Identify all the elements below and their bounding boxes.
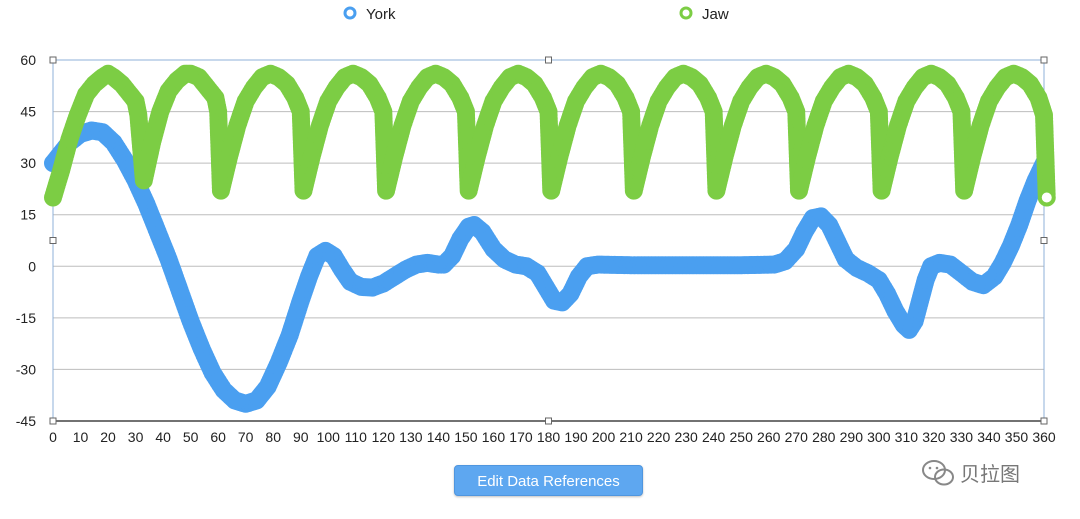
- x-tick-label: 320: [922, 429, 946, 445]
- x-tick-label: 260: [757, 429, 781, 445]
- watermark: 贝拉图: [922, 460, 1020, 486]
- x-tick-label: 30: [128, 429, 144, 445]
- y-tick-label: -45: [16, 413, 36, 429]
- legend-label: York: [366, 6, 396, 23]
- tick-labels: -45 -30 -15 0 15 30 45 60 0 10 20 30 40 50 60 70 80 90 100…: [16, 52, 1056, 445]
- x-tick-label: 50: [183, 429, 199, 445]
- y-tick-label: 60: [20, 52, 36, 68]
- x-tick-label: 0: [49, 429, 57, 445]
- x-tick-label: 200: [592, 429, 616, 445]
- y-tick-label: -15: [16, 310, 36, 326]
- selection-handle[interactable]: [545, 56, 552, 64]
- legend-label: Jaw: [702, 6, 729, 23]
- selection-handle[interactable]: [1040, 237, 1048, 244]
- x-tick-label: 210: [619, 429, 643, 445]
- x-tick-label: 340: [977, 429, 1001, 445]
- x-tick-label: 90: [293, 429, 309, 445]
- x-tick-label: 170: [509, 429, 533, 445]
- x-tick-label: 280: [812, 429, 836, 445]
- selection-handles[interactable]: [49, 56, 1048, 425]
- legend-marker: [679, 6, 693, 20]
- selection-handle[interactable]: [49, 237, 57, 244]
- x-tick-label: 220: [647, 429, 671, 445]
- selection-handle[interactable]: [1040, 56, 1048, 64]
- x-tick-label: 100: [317, 429, 341, 445]
- x-tick-label: 250: [730, 429, 754, 445]
- x-tick-label: 150: [454, 429, 478, 445]
- x-tick-label: 230: [674, 429, 698, 445]
- x-tick-label: 330: [950, 429, 974, 445]
- y-tick-label: 30: [20, 155, 36, 171]
- x-tick-label: 20: [100, 429, 116, 445]
- data-point: [1037, 188, 1056, 207]
- edit-data-references-button[interactable]: Edit Data References: [454, 465, 643, 496]
- selection-handle[interactable]: [49, 56, 57, 64]
- x-tick-label: 120: [372, 429, 396, 445]
- legend-marker: [343, 6, 357, 20]
- legend-item-jaw: Jaw: [679, 6, 729, 23]
- y-tick-label: 45: [20, 104, 36, 120]
- x-tick-label: 300: [867, 429, 891, 445]
- legend-item-york: York: [343, 6, 396, 23]
- x-tick-label: 130: [399, 429, 423, 445]
- selection-handle[interactable]: [1040, 417, 1048, 425]
- x-tick-label: 240: [702, 429, 726, 445]
- legend: York Jaw: [343, 6, 729, 23]
- x-tick-label: 190: [564, 429, 588, 445]
- x-tick-label: 140: [427, 429, 451, 445]
- wechat-logo-icon: [922, 460, 954, 486]
- x-tick-label: 70: [238, 429, 254, 445]
- x-tick-label: 360: [1032, 429, 1056, 445]
- y-tick-label: -30: [16, 361, 36, 377]
- x-tick-label: 350: [1005, 429, 1029, 445]
- x-tick-label: 270: [785, 429, 809, 445]
- x-tick-label: 80: [265, 429, 281, 445]
- selection-handle[interactable]: [49, 417, 57, 425]
- x-tick-label: 290: [840, 429, 864, 445]
- x-tick-label: 60: [210, 429, 226, 445]
- x-tick-label: 160: [482, 429, 506, 445]
- y-tick-label: 15: [20, 207, 36, 223]
- x-tick-label: 40: [155, 429, 171, 445]
- series-layer: [44, 64, 1056, 413]
- x-tick-label: 310: [895, 429, 919, 445]
- selection-handle[interactable]: [545, 417, 552, 425]
- y-tick-label: 0: [28, 258, 36, 274]
- watermark-text: 贝拉图: [960, 462, 1020, 486]
- x-tick-label: 10: [73, 429, 89, 445]
- x-tick-label: 110: [345, 429, 368, 445]
- x-tick-label: 180: [537, 429, 561, 445]
- series-york: [44, 121, 1053, 413]
- series-jaw: [44, 64, 1056, 207]
